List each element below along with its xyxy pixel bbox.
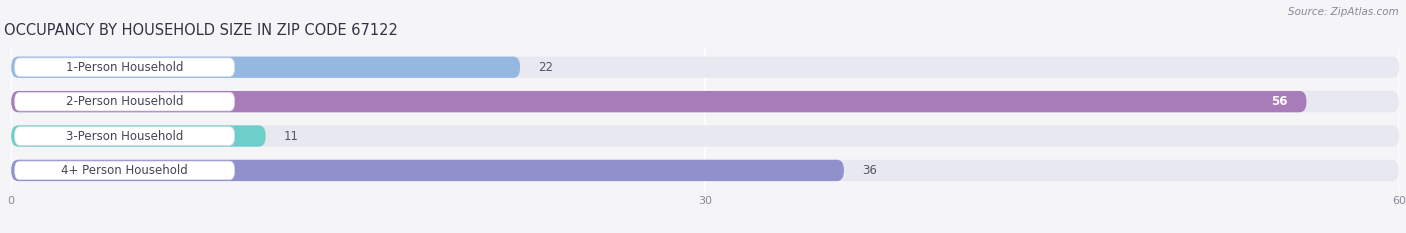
Text: 4+ Person Household: 4+ Person Household: [62, 164, 188, 177]
FancyBboxPatch shape: [14, 58, 235, 76]
Text: 3-Person Household: 3-Person Household: [66, 130, 183, 143]
Text: Source: ZipAtlas.com: Source: ZipAtlas.com: [1288, 7, 1399, 17]
FancyBboxPatch shape: [11, 125, 1399, 147]
FancyBboxPatch shape: [11, 57, 520, 78]
Text: 36: 36: [862, 164, 877, 177]
Text: 56: 56: [1271, 95, 1288, 108]
Text: 1-Person Household: 1-Person Household: [66, 61, 183, 74]
Text: OCCUPANCY BY HOUSEHOLD SIZE IN ZIP CODE 67122: OCCUPANCY BY HOUSEHOLD SIZE IN ZIP CODE …: [4, 24, 398, 38]
FancyBboxPatch shape: [14, 127, 235, 145]
FancyBboxPatch shape: [11, 160, 1399, 181]
Text: 2-Person Household: 2-Person Household: [66, 95, 183, 108]
Text: 11: 11: [284, 130, 299, 143]
FancyBboxPatch shape: [11, 125, 266, 147]
FancyBboxPatch shape: [14, 161, 235, 180]
FancyBboxPatch shape: [11, 91, 1306, 112]
Text: 22: 22: [538, 61, 554, 74]
FancyBboxPatch shape: [11, 57, 1399, 78]
FancyBboxPatch shape: [11, 91, 1399, 112]
FancyBboxPatch shape: [14, 92, 235, 111]
FancyBboxPatch shape: [11, 160, 844, 181]
